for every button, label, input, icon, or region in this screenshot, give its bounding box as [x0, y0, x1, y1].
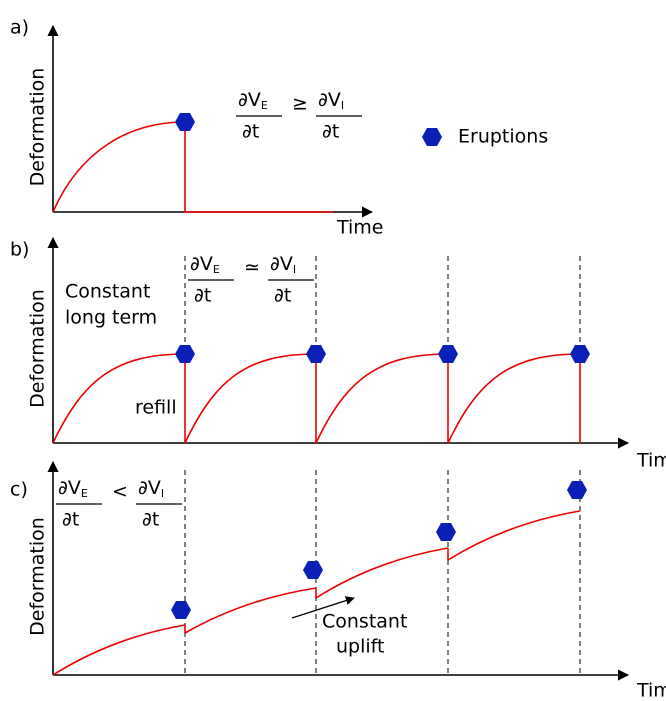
fraction-numerator: ∂VE [190, 253, 220, 277]
panel-label: b) [10, 239, 29, 261]
fraction-denominator: ∂t [142, 509, 159, 531]
deformation-curve [315, 353, 449, 444]
subscript: E [81, 487, 88, 500]
numerator: ∂V [58, 477, 81, 499]
deformation-curve [184, 353, 317, 444]
numerator: ∂V [190, 253, 213, 275]
x-axis-label: Time [636, 450, 666, 472]
y-axis-label: Deformation [27, 68, 49, 187]
numerator: ∂V [270, 253, 293, 275]
subscript: I [341, 99, 344, 112]
deformation-curve [447, 353, 581, 444]
y-axis-label: Deformation [27, 289, 49, 408]
eruption-marker [175, 113, 195, 131]
subscript: I [293, 263, 296, 276]
eruption-marker [171, 601, 191, 619]
operator: < [112, 481, 128, 503]
fraction-numerator: ∂VE [238, 89, 268, 113]
deformation-curve [447, 510, 581, 561]
panel-label: c) [10, 479, 28, 501]
x-axis-label: Time [636, 680, 666, 701]
annotation: Constant [65, 281, 150, 303]
deformation-curve [184, 122, 333, 213]
eruption-marker [306, 345, 326, 363]
fraction-denominator: ∂t [274, 285, 291, 307]
deformation-curve [184, 587, 317, 634]
fraction-numerator: ∂VI [138, 477, 164, 501]
annotation: long term [65, 307, 157, 329]
eruption-marker [570, 345, 590, 363]
x-axis-label: Time [336, 217, 384, 239]
operator: ≥ [292, 93, 308, 115]
fraction-denominator: ∂t [322, 121, 339, 143]
fraction-denominator: ∂t [194, 285, 211, 307]
eruption-marker [303, 561, 323, 579]
eruption-marker [438, 345, 458, 363]
numerator: ∂V [138, 477, 161, 499]
eruption-marker [422, 128, 442, 146]
subscript: E [213, 263, 220, 276]
numerator: ∂V [238, 89, 261, 111]
y-axis-label: Deformation [27, 517, 49, 636]
deformation-curve [315, 547, 449, 599]
eruption-marker [567, 481, 587, 499]
fraction-denominator: ∂t [242, 121, 259, 143]
eruption-marker [436, 523, 456, 541]
panel-label: a) [10, 17, 29, 39]
fraction-numerator: ∂VE [58, 477, 88, 501]
deformation-curve [52, 353, 186, 444]
legend-label: Eruptions [458, 126, 548, 148]
fraction-denominator: ∂t [62, 509, 79, 531]
annotation: uplift [336, 636, 384, 658]
operator: ≃ [244, 257, 260, 279]
numerator: ∂V [318, 89, 341, 111]
uplift-arrow [291, 596, 355, 619]
fraction-numerator: ∂VI [270, 253, 296, 277]
fraction-numerator: ∂VI [318, 89, 344, 113]
annotation: refill [135, 397, 177, 419]
eruption-marker [175, 345, 195, 363]
deformation-curve [52, 624, 186, 676]
subscript: E [261, 99, 268, 112]
subscript: I [161, 487, 164, 500]
annotation: Constant [322, 611, 407, 633]
deformation-curve [52, 121, 186, 213]
